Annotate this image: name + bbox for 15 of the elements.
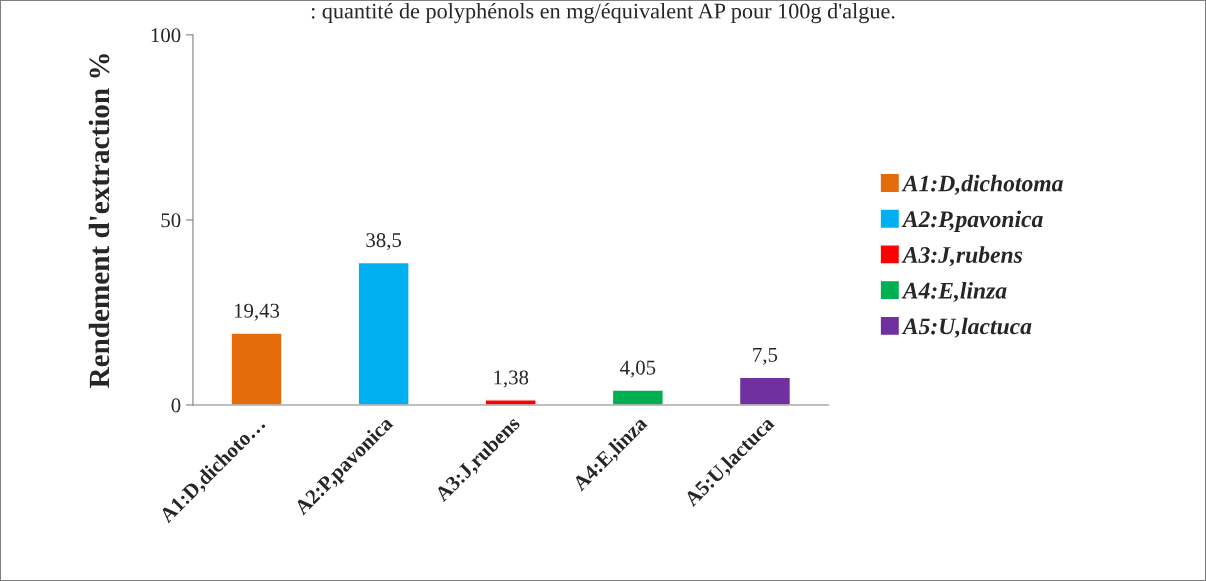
y-tick-label: 100: [151, 28, 181, 43]
text: 1,38: [494, 370, 529, 388]
legend-label: A5:U,lactuca: [901, 317, 1032, 338]
legend-label: A3:J,rubens: [901, 246, 1023, 267]
y-tick-label: 0: [171, 398, 181, 413]
legend-label: A2:P,pavonica: [901, 210, 1043, 232]
legend-label: A4:E,linza: [901, 282, 1007, 303]
y-axis-title: Rendement d'extraction %: [88, 54, 110, 388]
text: 19,43: [234, 303, 280, 321]
legend-label: A1:D,dichotoma: [901, 174, 1063, 195]
text: 4,05: [620, 360, 656, 378]
text: 7,5: [753, 348, 778, 365]
y-tick-label: 50: [161, 213, 181, 228]
text: : quantité de polyphénols en mg/équivalent AP pour 100g d'algue.: [311, 2, 895, 24]
text: 38,5: [366, 233, 402, 251]
